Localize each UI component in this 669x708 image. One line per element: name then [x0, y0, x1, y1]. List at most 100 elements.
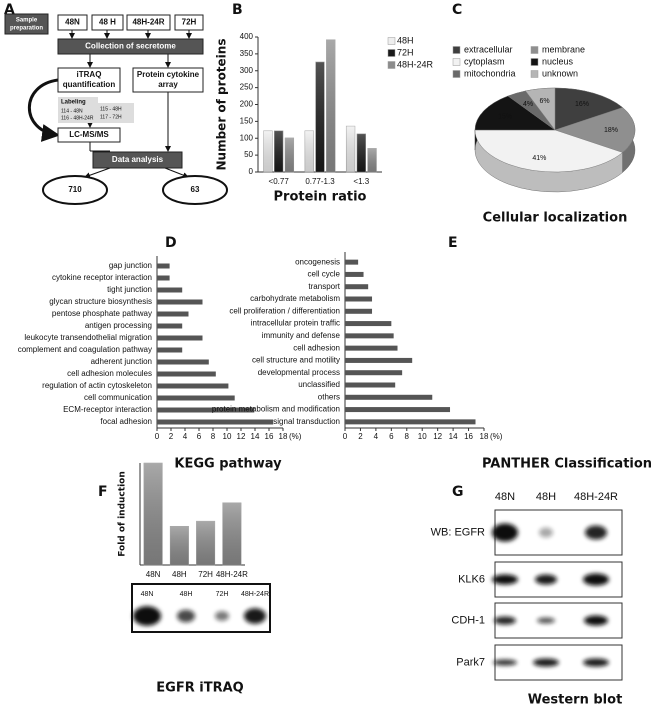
y-tick-label: cell communication: [84, 393, 152, 402]
legend-label: cytoplasm: [464, 56, 505, 66]
bar: [345, 333, 394, 339]
x-tick-label: 12: [237, 432, 246, 441]
bar: [345, 370, 403, 376]
bar: [157, 299, 203, 305]
y-tick-label: glycan structure biosynthesis: [49, 297, 152, 306]
y-tick-label: 50: [244, 150, 253, 159]
bar: [157, 311, 189, 317]
bar: [345, 308, 373, 314]
bar-shade: [367, 148, 377, 172]
x-tick-label: 12: [433, 432, 442, 441]
y-tick-label: 250: [240, 83, 254, 92]
y-tick-label: 300: [240, 66, 254, 75]
chart-title: PANTHER Classification: [482, 457, 652, 472]
y-tick-label: unclassified: [298, 380, 340, 389]
blot-band: [585, 525, 607, 540]
y-tick-label: ECM-receptor interaction: [63, 405, 152, 414]
bar: [345, 271, 364, 277]
chart-title: EGFR iTRAQ: [156, 681, 243, 696]
box: [98, 103, 134, 123]
x-tick-label: 18: [480, 432, 489, 441]
bar: [345, 284, 369, 290]
box-text: 115 - 48H: [100, 106, 122, 112]
x-tick-label: 6: [389, 432, 394, 441]
blot-band: [215, 611, 229, 621]
bar: [345, 394, 433, 400]
lane-label: 48H: [180, 591, 193, 598]
legend-label: membrane: [542, 44, 585, 54]
box: [4, 13, 49, 35]
y-tick-label: transport: [308, 282, 340, 291]
slice-label: 16%: [575, 101, 589, 108]
y-tick-label: leukocyte transendothelial migration: [24, 333, 152, 342]
lane-label: 48H: [536, 491, 556, 503]
bar-shade: [285, 137, 294, 172]
blot-band: [133, 606, 161, 626]
bar: [345, 345, 398, 351]
blot-band: [583, 658, 609, 667]
bar: [157, 323, 183, 329]
result-ellipse: [42, 175, 108, 205]
bar: [345, 382, 396, 388]
x-tick-label: 2: [358, 432, 363, 441]
y-tick-label: complement and coagulation pathway: [18, 345, 152, 354]
panel-label: F: [98, 484, 108, 500]
unit-label: (%): [289, 432, 302, 441]
chart-title: Western blot: [528, 693, 623, 708]
bar-shade: [170, 526, 189, 565]
slice-label: 4%: [523, 101, 533, 108]
blot-band: [177, 609, 195, 623]
blot-band: [539, 527, 553, 538]
x-tick-label: 48H: [172, 570, 187, 579]
y-axis-label: Fold of induction: [118, 471, 128, 557]
x-tick-label: <0.77: [269, 177, 290, 186]
panel-label: G: [452, 484, 464, 500]
y-tick-label: cytokine receptor interaction: [52, 273, 152, 282]
bar-shade: [346, 126, 355, 172]
x-tick-label: 48N: [146, 570, 161, 579]
bar: [345, 296, 373, 302]
x-tick-label: 48H-24R: [216, 570, 248, 579]
pie-slice: [474, 95, 556, 131]
x-tick-label: 16: [265, 432, 274, 441]
bar: [157, 287, 183, 293]
result-text: 63: [191, 185, 200, 194]
box-text: 48N: [65, 18, 80, 27]
row-label: Park7: [456, 656, 485, 668]
arrows: [28, 30, 192, 179]
bar: [157, 263, 170, 269]
box: [92, 151, 183, 169]
y-tick-label: others: [318, 392, 340, 401]
y-tick-label: cell proliferation / differentiation: [229, 306, 340, 315]
legend-label: nucleus: [542, 56, 574, 66]
legend-label: unknown: [542, 68, 578, 78]
lane-label: 48H-24R: [241, 591, 269, 598]
y-tick-label: focal adhesion: [100, 417, 152, 426]
legend-swatch: [452, 46, 461, 54]
y-tick-label: carbohydrate metabolism: [250, 294, 340, 303]
box: [57, 127, 121, 143]
blot-band: [537, 617, 555, 624]
x-tick-label: 8: [211, 432, 216, 441]
y-tick-label: tight junction: [107, 285, 152, 294]
chart-title: KEGG pathway: [174, 457, 282, 472]
row-label: CDH-1: [451, 614, 485, 626]
y-axis-label: Number of proteins: [215, 39, 229, 171]
x-tick-label: 0: [343, 432, 348, 441]
y-tick-label: 0: [249, 167, 254, 176]
box-text: iTRAQ: [77, 70, 102, 79]
bar: [345, 357, 413, 363]
x-tick-label: <1.3: [353, 177, 369, 186]
blot-band: [493, 659, 517, 666]
bar: [157, 407, 255, 413]
bar: [345, 407, 451, 413]
bar: [345, 321, 392, 327]
bar-shade: [143, 463, 163, 565]
legend-swatch: [387, 61, 396, 69]
bar-shade: [196, 521, 215, 565]
y-tick-label: adherent junction: [91, 357, 152, 366]
x-tick-label: 14: [449, 432, 458, 441]
blot-band: [492, 523, 518, 542]
legend-swatch: [530, 58, 539, 66]
x-tick-label: 4: [374, 432, 379, 441]
